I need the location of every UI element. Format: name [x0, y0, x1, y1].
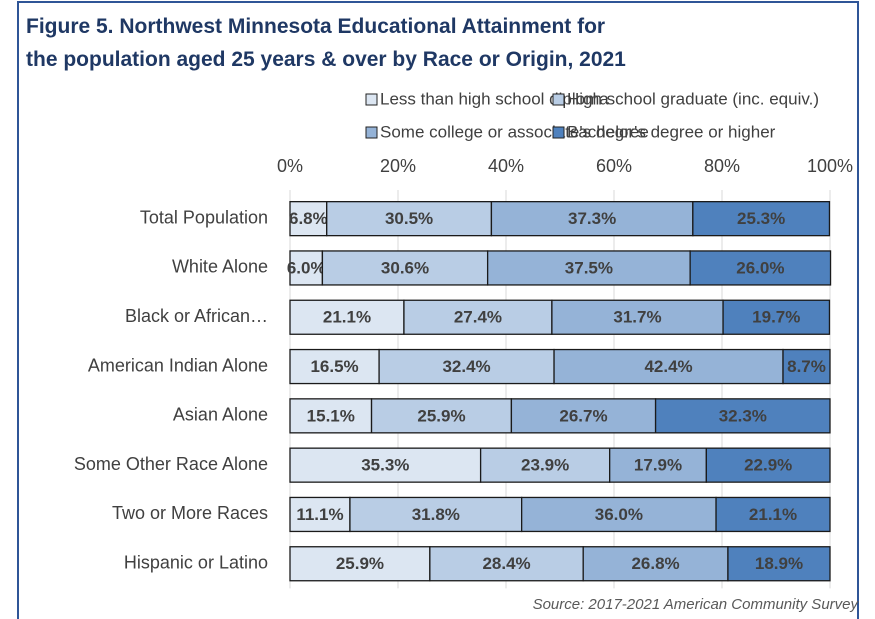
- bar-segment: [403, 299, 553, 335]
- chart-title: Figure 5. Northwest Minnesota Educationa…: [26, 15, 605, 38]
- y-tick-label: Some Other Race Alone: [74, 454, 268, 474]
- y-tick-label: Two or More Races: [112, 503, 268, 523]
- bar-segment: [582, 546, 729, 582]
- bar-segment: [289, 496, 351, 533]
- value-label: 25.9%: [336, 554, 384, 573]
- value-label: 23.9%: [521, 456, 569, 475]
- x-tick-label: 0%: [277, 156, 303, 176]
- bar-segment: [429, 546, 584, 582]
- bar-segment: [289, 250, 324, 286]
- value-label: 16.5%: [310, 357, 358, 376]
- value-label: 18.9%: [755, 554, 803, 573]
- value-label: 8.7%: [787, 357, 826, 376]
- value-label: 26.0%: [736, 258, 784, 277]
- legend-swatch: [365, 126, 378, 139]
- bar-segment: [289, 299, 405, 335]
- bar-segment: [654, 398, 831, 434]
- bar-segment: [486, 250, 691, 286]
- x-tick-label: 60%: [596, 156, 632, 176]
- y-tick-label: American Indian Alone: [88, 355, 268, 375]
- value-label: 17.9%: [634, 456, 682, 475]
- chart-title: the population aged 25 years & over by R…: [26, 48, 626, 71]
- value-label: 28.4%: [482, 554, 530, 573]
- value-label: 6.0%: [287, 258, 326, 277]
- value-label: 36.0%: [595, 505, 643, 524]
- value-label: 32.4%: [442, 357, 490, 376]
- y-tick-label: Black or African…: [125, 306, 268, 326]
- value-label: 6.8%: [289, 209, 328, 228]
- frame: [17, 1, 859, 619]
- bar-segment: [490, 200, 694, 237]
- bar-segment: [321, 250, 489, 286]
- x-tick-label: 100%: [807, 156, 853, 176]
- legend-label: Bachelor's degree or higher: [567, 122, 776, 141]
- value-label: 32.3%: [719, 406, 767, 425]
- value-label: 30.6%: [381, 258, 429, 277]
- bar-segment: [715, 496, 831, 533]
- value-label: 22.9%: [744, 456, 792, 475]
- bar-segment: [692, 200, 831, 237]
- value-label: 25.3%: [737, 209, 785, 228]
- bar-segment: [551, 299, 724, 335]
- value-label: 27.4%: [454, 308, 502, 327]
- value-label: 42.4%: [644, 357, 692, 376]
- x-tick-label: 20%: [380, 156, 416, 176]
- bar-segment: [782, 348, 831, 385]
- legend-label: High school graduate (inc. equiv.): [567, 89, 819, 108]
- y-tick-label: Hispanic or Latino: [124, 553, 268, 573]
- value-label: 31.7%: [613, 308, 661, 327]
- bar-segment: [521, 496, 717, 533]
- value-label: 15.1%: [307, 406, 355, 425]
- value-label: 21.1%: [323, 308, 371, 327]
- legend-swatch: [552, 93, 565, 106]
- source: Source: 2017-2021 American Community Sur…: [533, 596, 860, 613]
- bar-segment: [289, 398, 373, 434]
- value-label: 21.1%: [749, 505, 797, 524]
- value-label: 30.5%: [385, 209, 433, 228]
- x-tick-label: 40%: [488, 156, 524, 176]
- bar-segment: [479, 447, 611, 483]
- bar-segment: [349, 496, 523, 533]
- value-label: 11.1%: [296, 505, 343, 524]
- legend-swatch: [552, 126, 565, 139]
- x-tick-label: 80%: [704, 156, 740, 176]
- bar-segment: [722, 299, 831, 335]
- y-tick-label: Total Population: [140, 207, 268, 227]
- bar-segment: [609, 447, 707, 483]
- value-label: 35.3%: [361, 456, 409, 475]
- value-label: 26.8%: [631, 554, 679, 573]
- value-label: 19.7%: [752, 308, 800, 327]
- value-label: 31.8%: [412, 505, 460, 524]
- value-label: 26.7%: [559, 406, 607, 425]
- legend-label: Some college or associate's degree: [380, 122, 649, 141]
- bar-segment: [705, 447, 831, 483]
- bar-segment: [727, 546, 831, 582]
- value-label: 37.5%: [565, 258, 613, 277]
- y-tick-label: Asian Alone: [173, 405, 268, 425]
- y-tick-label: White Alone: [172, 257, 268, 277]
- value-label: 37.3%: [568, 209, 616, 228]
- bar-segment: [289, 348, 380, 385]
- value-label: 25.9%: [417, 406, 465, 425]
- bar-segment: [689, 250, 832, 286]
- bar-segment: [289, 546, 431, 582]
- legend-swatch: [365, 93, 378, 106]
- legend-label: Less than high school diploma: [380, 89, 609, 108]
